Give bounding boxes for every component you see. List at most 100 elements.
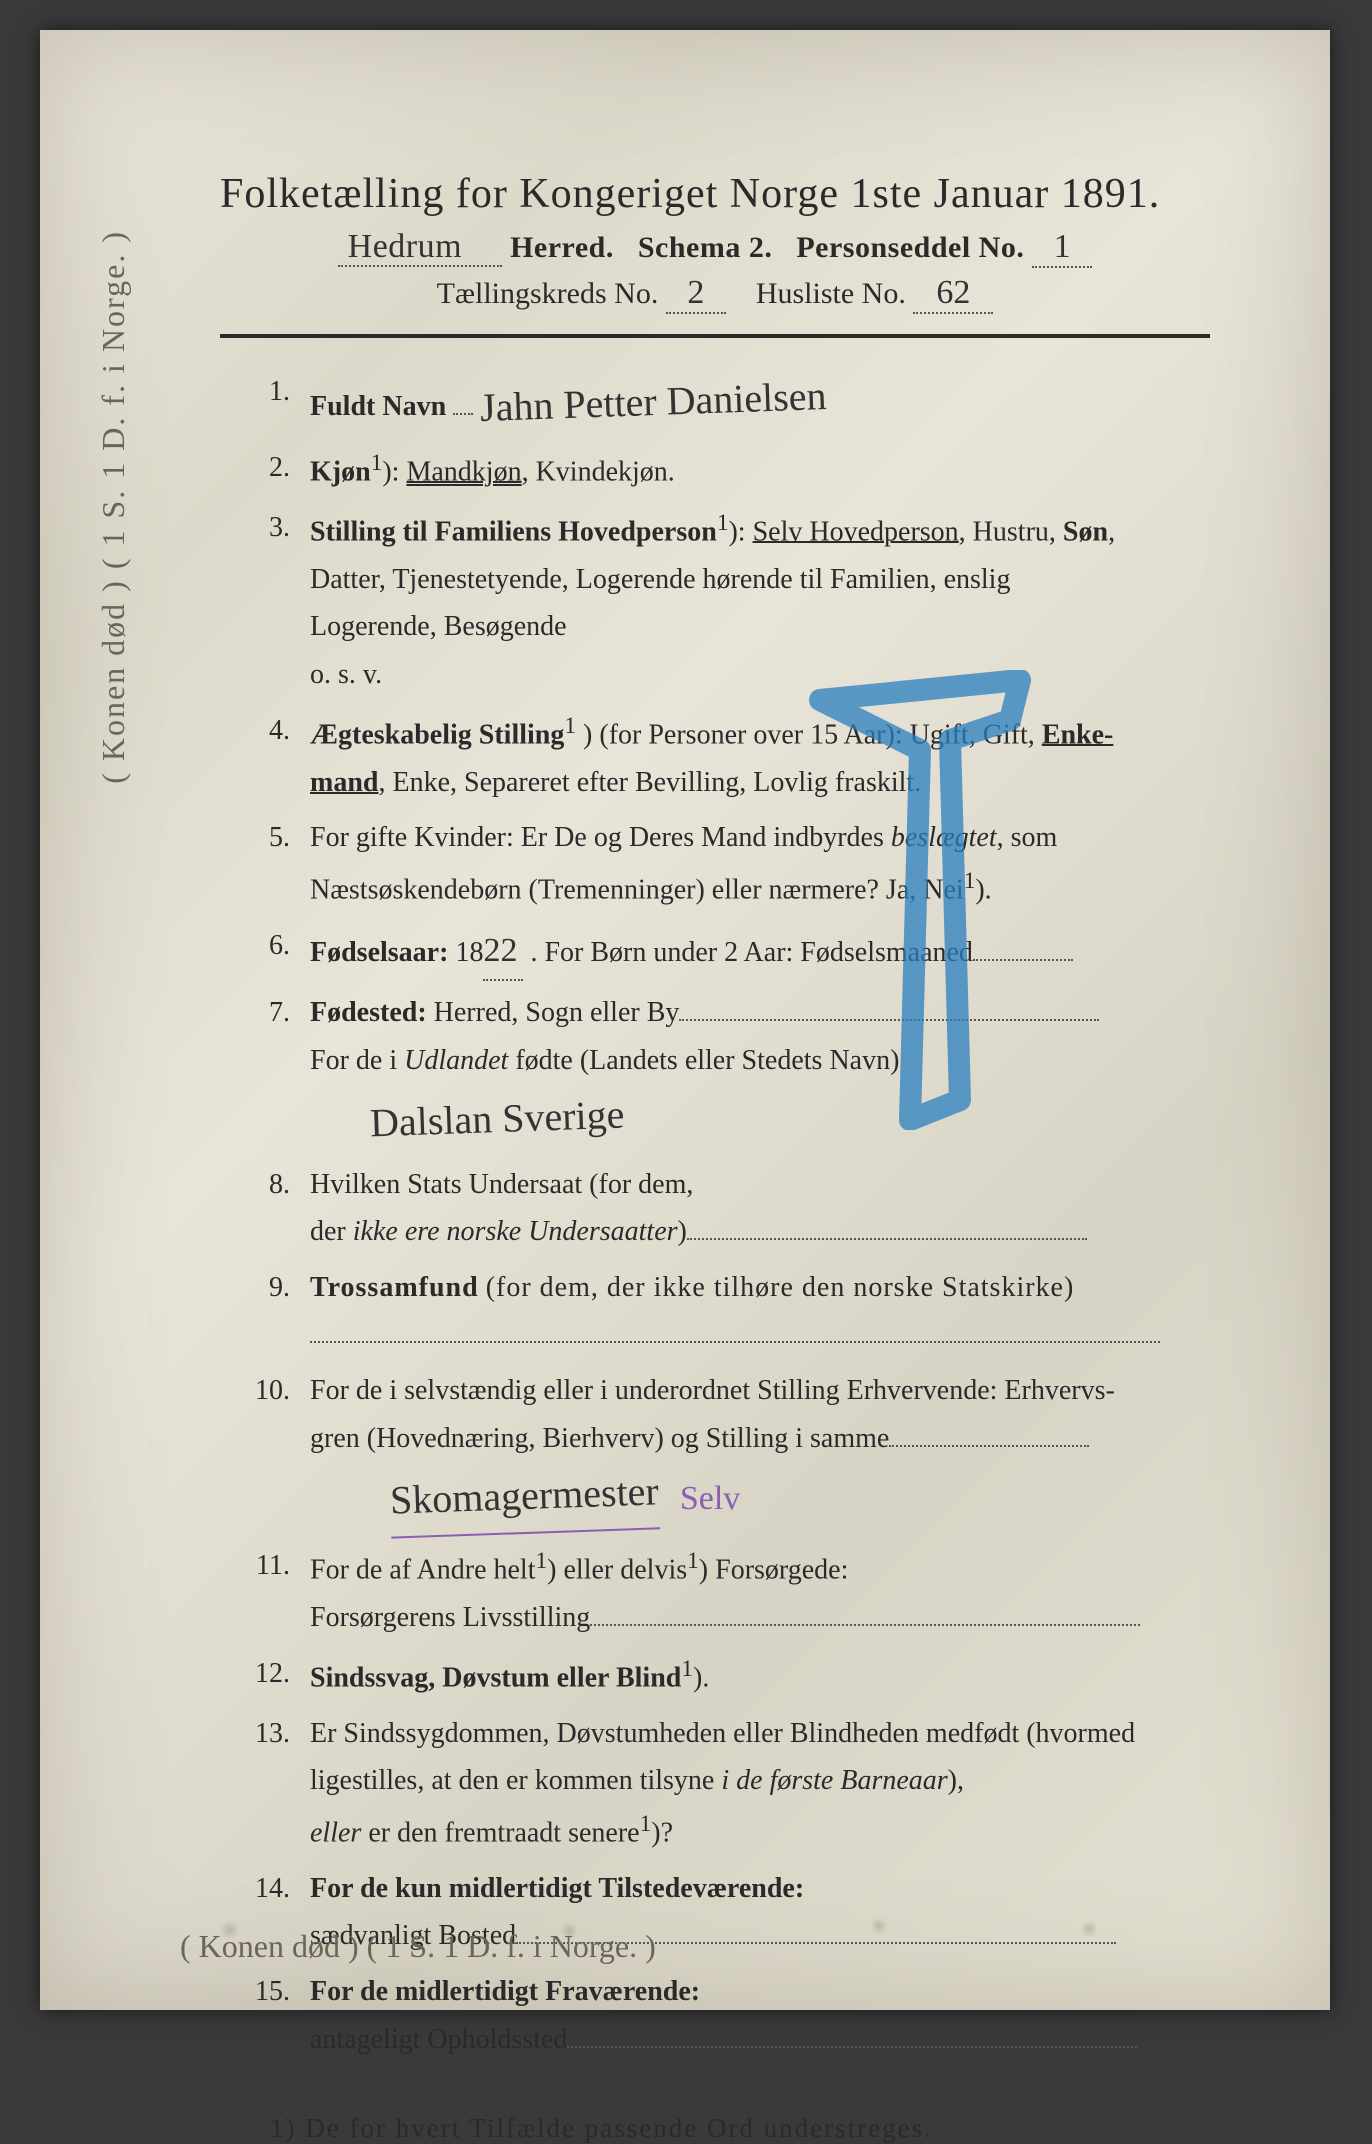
field-11-supported: 11. For de af Andre helt1) eller delvis1… (220, 1542, 1210, 1642)
selected-selv-hovedperson: Selv Hovedperson (753, 516, 959, 547)
field-text-italic: Udlandet (404, 1045, 508, 1076)
footnote-ref: 1 (536, 1548, 548, 1574)
personseddel-label: Personseddel No. (796, 231, 1024, 264)
field-label: For de midlertidigt Fraværende: (310, 1976, 700, 2007)
occupation-handwritten: Skomagermester (389, 1458, 660, 1539)
item-number: 6. (220, 922, 310, 970)
field-text: For gifte Kvinder: Er De og Deres Mand i… (310, 822, 891, 853)
field-text: antageligt Opholdssted (310, 2024, 567, 2055)
personseddel-number: 1 (1032, 228, 1092, 268)
header-rule (220, 334, 1210, 338)
item-number: 10. (220, 1367, 310, 1415)
year-prefix: 18 (455, 937, 483, 968)
birthplace-handwritten: Dalslan Sverige (369, 1080, 626, 1157)
herred-label: Herred. (510, 231, 614, 264)
herred-handwritten: Hedrum (338, 228, 502, 267)
field-text: Næstsøskendebørn (Tremenninger) eller næ… (310, 874, 964, 905)
field-text: Er Sindssygdommen, Døvstumheden eller Bl… (310, 1718, 1135, 1749)
field-text: , som (997, 822, 1058, 853)
field-text-italic: ikke ere norske Undersaatter (353, 1216, 678, 1247)
field-text: der (310, 1216, 353, 1247)
field-text: ligestilles, at den er kommen tilsyne (310, 1765, 721, 1796)
item-number: 7. (220, 989, 310, 1037)
field-text: )? (651, 1817, 673, 1848)
selected-mandkjon: Mandkjøn (406, 456, 521, 487)
header-line-2: Tællingskreds No. 2 Husliste No. 62 (220, 274, 1210, 314)
field-label: Sindssvag, Døvstum eller Blind (310, 1662, 681, 1693)
item-number: 5. (220, 814, 310, 862)
field-1-name: 1. Fuldt Navn Jahn Petter Danielsen (220, 368, 1210, 436)
footnote-ref: 1 (717, 510, 729, 536)
header-line-1: Hedrum Herred. Schema 2. Personseddel No… (220, 228, 1210, 268)
field-12-disability: 12. Sindssvag, Døvstum eller Blind1). (220, 1650, 1210, 1702)
field-label: For de kun midlertidigt Tilstedeværende: (310, 1873, 804, 1904)
field-label: Kjøn (310, 456, 371, 487)
occupation-purple-note: Selv (680, 1480, 740, 1517)
field-2-sex: 2. Kjøn1): Mandkjøn, Kvindekjøn. (220, 444, 1210, 496)
field-text: ), (948, 1765, 964, 1796)
field-text: Datter, Tjenestetyende, Logerende hørend… (310, 564, 1010, 595)
field-label: Fødested: (310, 997, 427, 1028)
footnote-ref: 1 (564, 713, 576, 739)
birth-year-handwritten: 22 (483, 922, 523, 982)
census-form-page: ( Konen død ) ( 1 S. 1 D. f. i Norge. ) … (40, 30, 1330, 2010)
tkreds-label: Tællingskreds No. (437, 277, 659, 310)
field-text: o. s. v. (310, 659, 382, 690)
field-label: Fødselsaar: (310, 937, 448, 968)
item-number: 1. (220, 368, 310, 416)
full-name-handwritten: Jahn Petter Danielsen (479, 362, 828, 442)
footnote-text: 1) De for hvert Tilfælde passende Ord un… (220, 2113, 1210, 2144)
field-6-birthyear: 6. Fødselsaar: 1822 . For Børn under 2 A… (220, 922, 1210, 982)
left-margin-pencil-note: ( Konen død ) ( 1 S. 1 D. f. i Norge. ) (95, 230, 132, 784)
item-number: 14. (220, 1865, 310, 1913)
schema-label: Schema 2. (638, 231, 773, 264)
field-text: For de i (310, 1045, 404, 1076)
field-text: For de af Andre helt (310, 1555, 536, 1586)
field-8-citizenship: 8. Hvilken Stats Undersaat (for dem, der… (220, 1161, 1210, 1256)
field-15-temporary-absent: 15. For de midlertidigt Fraværende: anta… (220, 1968, 1210, 2063)
item-number: 8. (220, 1161, 310, 1209)
field-text: ) eller delvis (547, 1555, 687, 1586)
field-text: fødte (Landets eller Stedets Navn) (508, 1045, 899, 1076)
field-text: gren (Hovednæring, Bierhverv) og Stillin… (310, 1423, 889, 1454)
selected-enkemand: Enke- (1042, 719, 1114, 750)
field-label: Trossamfund (310, 1272, 479, 1303)
field-text: ). (693, 1662, 709, 1693)
field-text: ). (975, 874, 991, 905)
item-number: 9. (220, 1264, 310, 1312)
husliste-number: 62 (913, 274, 993, 314)
field-label: Ægteskabelig Stilling (310, 719, 564, 750)
item-number: 12. (220, 1650, 310, 1698)
field-label: Fuldt Navn (310, 391, 446, 422)
field-text: Herred, Sogn eller By (434, 997, 680, 1028)
form-title: Folketælling for Kongeriget Norge 1ste J… (220, 170, 1210, 218)
husliste-label: Husliste No. (756, 277, 906, 310)
field-7-birthplace: 7. Fødested: Herred, Sogn eller By For d… (220, 989, 1210, 1152)
field-text: . For Børn under 2 Aar: Fødselsmaaned (530, 937, 973, 968)
field-10-occupation: 10. For de i selvstændig eller i underor… (220, 1367, 1210, 1534)
field-13-congenital: 13. Er Sindssygdommen, Døvstumheden elle… (220, 1710, 1210, 1857)
field-text: ) (678, 1216, 687, 1247)
field-text: Hvilken Stats Undersaat (for dem, (310, 1169, 693, 1200)
field-4-marital: 4. Ægteskabelig Stilling1 ) (for Persone… (220, 707, 1210, 807)
field-text: Forsørgerens Livsstilling (310, 1602, 590, 1633)
item-number: 2. (220, 444, 310, 492)
field-text-italic: beslægtet (891, 822, 997, 853)
tkreds-number: 2 (666, 274, 726, 314)
ink-spot (870, 1917, 888, 1935)
field-text-italic: i de første Barneaar (721, 1765, 947, 1796)
field-label: Stilling til Familiens Hovedperson (310, 516, 717, 547)
item-number: 13. (220, 1710, 310, 1758)
footnote-ref: 1 (681, 1656, 693, 1682)
footnote-ref: 1 (964, 868, 976, 894)
field-text-italic: eller (310, 1817, 361, 1848)
field-5-related: 5. For gifte Kvinder: Er De og Deres Man… (220, 814, 1210, 914)
field-3-relation: 3. Stilling til Familiens Hovedperson1):… (220, 504, 1210, 699)
field-text: For de i selvstændig eller i underordnet… (310, 1375, 1115, 1406)
ink-spot (1080, 1920, 1098, 1938)
field-text: er den fremtraadt senere (361, 1817, 639, 1848)
field-text: Logerende, Besøgende (310, 611, 567, 642)
field-9-religion: 9. Trossamfund (for dem, der ikke tilhør… (220, 1264, 1210, 1359)
footnote-ref: 1 (640, 1811, 652, 1837)
footnote-ref: 1 (687, 1548, 699, 1574)
